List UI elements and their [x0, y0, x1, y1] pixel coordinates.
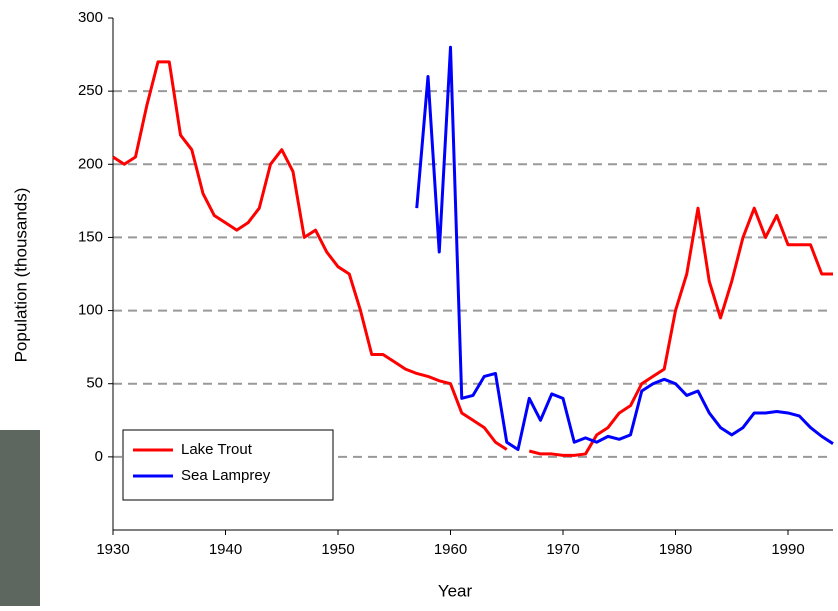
x-tick-label: 1940: [209, 541, 242, 558]
y-tick-label: 250: [78, 82, 103, 99]
x-axis-label: Year: [438, 581, 473, 600]
y-tick-label: 150: [78, 228, 103, 245]
y-tick-label: 0: [95, 448, 103, 465]
y-axis-label: Population (thousands): [11, 188, 30, 363]
x-tick-label: 1990: [771, 541, 804, 558]
x-tick-label: 1930: [96, 541, 129, 558]
y-tick-label: 300: [78, 9, 103, 26]
x-tick-label: 1980: [659, 541, 692, 558]
y-tick-label: 200: [78, 155, 103, 172]
photo-fragment: [0, 430, 40, 606]
legend-label: Lake Trout: [181, 441, 253, 458]
chart: Year Population (thousands) 0 50 100 150 200…: [0, 0, 838, 606]
series-line: [417, 47, 833, 449]
x-tick-label: 1970: [546, 541, 579, 558]
y-tick-label: 50: [86, 375, 103, 392]
x-tick-label: 1960: [434, 541, 467, 558]
legend-label: Sea Lamprey: [181, 467, 271, 484]
x-tick-label: 1950: [321, 541, 354, 558]
y-tick-label: 100: [78, 302, 103, 319]
